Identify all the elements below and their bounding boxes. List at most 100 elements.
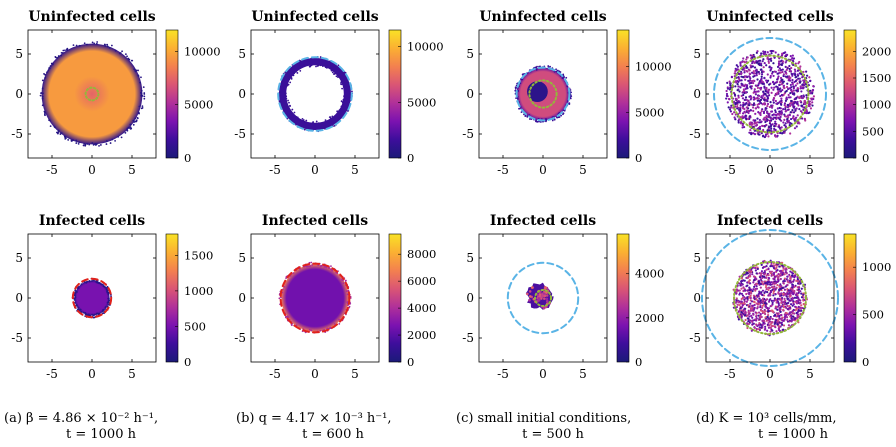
edge-point [549,65,551,68]
colony-point [528,298,531,302]
colony-point [791,311,794,315]
colony-point [543,297,546,300]
colony-point [790,317,793,320]
colony-point [759,276,762,279]
colony-point [787,116,790,119]
colony-point [762,58,765,61]
colony-point [798,60,801,64]
colony-point [737,301,740,304]
edge-point [46,71,48,74]
caption-a-line2: t = 1000 h [66,427,136,442]
y-tick-label: -5 [689,127,701,141]
y-tick-label: 5 [693,47,701,61]
colony-point [773,322,776,326]
colony-point [759,98,763,101]
colony-point [800,292,803,295]
colony-point [790,314,793,317]
edge-point [124,131,127,134]
colony-point [768,120,772,123]
colony-point [783,273,786,276]
colony-point [747,322,750,326]
colony-point [749,282,752,285]
colony-point [759,274,763,277]
edge-point [138,105,141,108]
edge-point [107,291,110,294]
boundary-dashed-blue [506,261,580,335]
colony-point [743,307,746,310]
colony-point [764,108,767,112]
colony-point [784,122,787,125]
colony-point [761,306,764,309]
colony-point [786,278,789,282]
colony-point [789,70,793,73]
colony-point [742,90,745,93]
colony-point [755,302,758,305]
colony-point [779,283,782,286]
colony-point [744,96,748,99]
colony-point [765,64,768,67]
colony-point [767,321,770,325]
colony-point [752,288,755,291]
edge-point [286,84,289,87]
colony-point [789,291,793,295]
colorbar-tick-label: 4000 [407,301,436,315]
colony-point [797,280,800,283]
colony-point [743,309,746,312]
edge-point [334,72,337,74]
colony-point [781,88,784,92]
colony-point [786,118,789,121]
colony-point [800,296,804,299]
colony-point [739,107,742,111]
edge-point [329,117,332,120]
colony-point [769,68,773,71]
edge-point [65,137,67,140]
colony-point [728,80,731,83]
colony-point [787,93,790,97]
axes-frame [250,29,380,159]
edge-point [131,59,134,62]
colony-point [756,267,759,271]
colony-point [790,274,794,277]
plot-title: Infected cells [490,213,596,229]
edge-point [80,283,83,286]
colony-point [789,111,792,114]
colony-point [799,96,802,99]
edge-point [48,67,51,70]
colony-point [751,54,754,57]
y-tick-label: 0 [466,87,474,101]
colony-point [783,316,787,320]
x-tick-label: -5 [724,163,736,177]
colony-point [772,289,775,293]
colony-point [738,112,741,115]
colony-point [772,294,775,297]
edge-point [305,119,308,122]
colony-point [782,306,786,309]
edge-point [519,107,521,110]
colony-point [782,73,785,76]
colony-point [776,85,779,89]
colony-point [779,317,782,320]
edge-point [328,116,331,119]
colony-point [765,79,768,82]
colony-point [749,275,752,278]
colony-point [790,319,793,323]
colony-point [751,316,754,319]
colony-point [754,112,757,115]
colony-point [776,78,779,81]
colony-point [800,304,803,307]
colony-point [767,313,770,317]
colony-point [741,296,744,300]
colony-point [793,92,796,95]
colony-point [758,80,762,83]
colony-point [766,291,769,294]
edge-point [351,90,353,93]
colony-point [761,323,764,326]
colony-point [789,303,793,306]
colony-point [777,75,780,78]
colony-point [794,84,797,87]
edge-point [315,120,318,123]
colony-point [757,294,760,297]
edge-point [514,87,517,90]
colony-point [793,296,797,299]
colony-point [761,276,764,279]
